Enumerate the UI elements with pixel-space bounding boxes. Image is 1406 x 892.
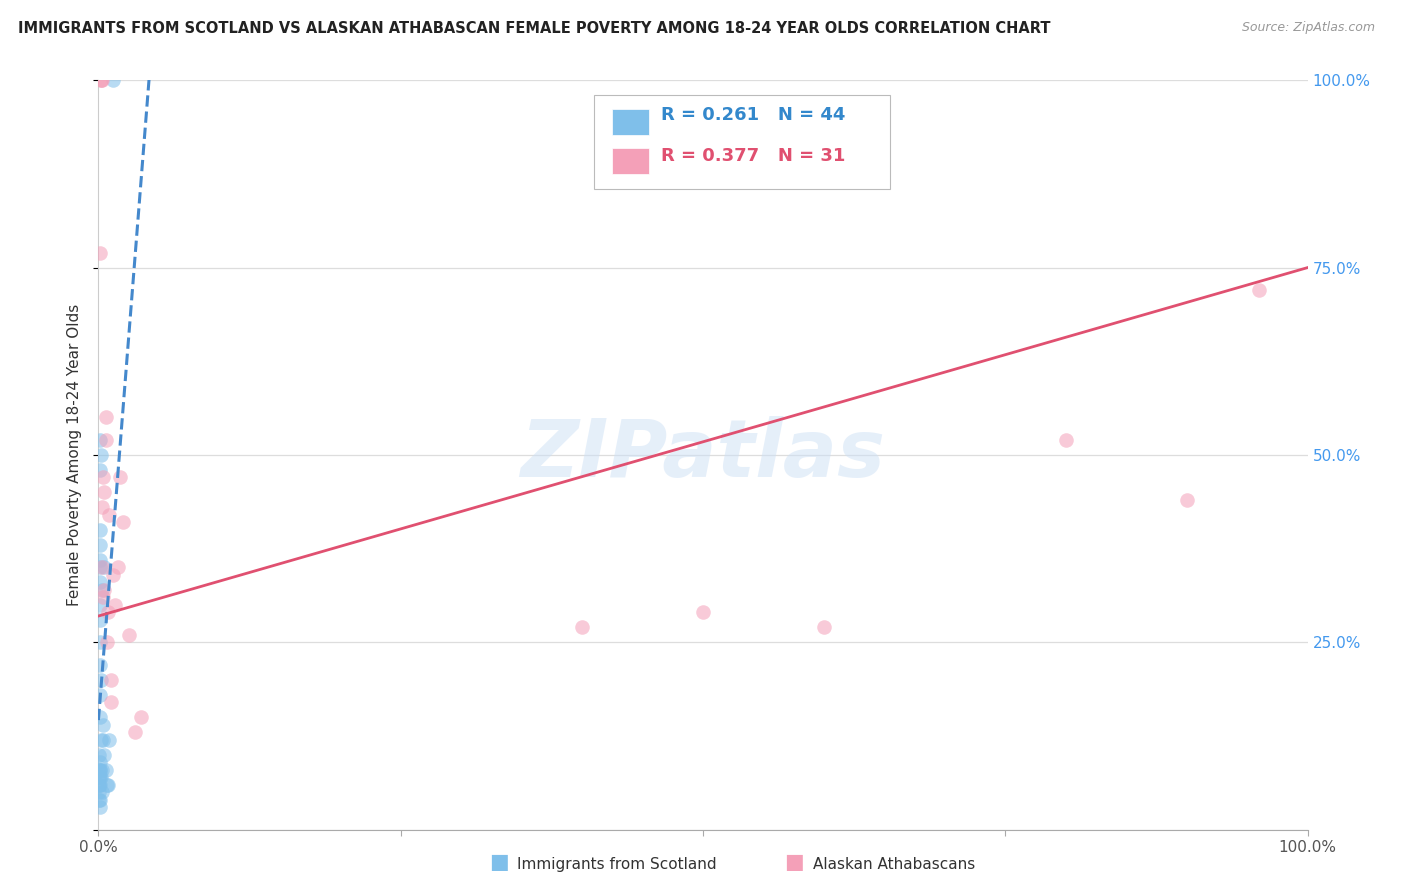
Point [91,500,114,515]
Point [93,560,115,574]
Point [118,628,141,642]
Point [91,582,114,597]
Point [89,538,111,552]
Point [89,613,111,627]
Point [90,732,112,747]
Point [100,695,122,709]
Point [89,523,111,537]
Point [89,657,111,672]
Point [107,560,129,574]
Point [89,245,111,260]
Point [91,717,114,731]
Point [89,635,111,649]
Point [692,605,714,619]
Point [89,792,111,806]
Point [1054,433,1077,447]
Point [89,575,111,590]
Point [1249,283,1271,297]
Point [89,800,111,814]
Point [89,770,111,784]
Point [91,591,114,605]
Point [89,710,111,724]
Text: Alaskan Athabascans: Alaskan Athabascans [813,857,974,872]
Point [98,732,121,747]
Point [129,710,152,724]
Point [87,785,110,799]
Point [89,763,111,777]
Point [91,785,114,799]
Point [89,778,111,792]
Point [97,778,120,792]
Point [94,763,117,777]
Point [89,755,111,769]
Text: R = 0.377   N = 31: R = 0.377 N = 31 [661,147,845,165]
Point [97,605,120,619]
Point [89,433,111,447]
Point [101,567,124,582]
Point [98,508,121,522]
Text: R = 0.261   N = 44: R = 0.261 N = 44 [661,106,845,125]
Point [90,73,112,87]
Point [89,463,111,477]
Point [813,620,835,634]
Point [87,770,110,784]
Text: Source: ZipAtlas.com: Source: ZipAtlas.com [1241,21,1375,34]
Point [89,770,111,784]
Point [91,73,114,87]
Point [90,448,112,462]
Point [93,747,115,762]
Point [94,410,117,425]
Point [104,598,127,612]
Point [91,560,114,574]
Point [87,792,110,806]
Point [571,620,593,634]
Bar [613,148,648,174]
FancyBboxPatch shape [595,95,890,189]
Text: Immigrants from Scotland: Immigrants from Scotland [517,857,717,872]
Text: ZIPatlas: ZIPatlas [520,416,886,494]
Text: ■: ■ [489,853,509,872]
Point [89,778,111,792]
Point [89,553,111,567]
Point [124,725,146,739]
Point [1175,492,1198,507]
Point [111,516,134,530]
Text: ■: ■ [785,853,804,872]
Point [87,778,110,792]
Point [91,732,114,747]
Bar [613,109,648,135]
Point [93,582,115,597]
Text: IMMIGRANTS FROM SCOTLAND VS ALASKAN ATHABASCAN FEMALE POVERTY AMONG 18-24 YEAR O: IMMIGRANTS FROM SCOTLAND VS ALASKAN ATHA… [18,21,1050,36]
Point [89,560,111,574]
Point [90,673,112,687]
Point [91,470,114,484]
Point [89,688,111,702]
Point [91,763,114,777]
Point [89,763,111,777]
Point [108,470,131,484]
Point [90,770,112,784]
Point [90,73,112,87]
Point [89,747,111,762]
Point [101,73,124,87]
Point [96,778,118,792]
Point [89,598,111,612]
Point [89,763,111,777]
Y-axis label: Female Poverty Among 18-24 Year Olds: Female Poverty Among 18-24 Year Olds [67,304,83,606]
Point [96,635,118,649]
Point [94,433,117,447]
Point [100,673,122,687]
Point [93,485,115,500]
